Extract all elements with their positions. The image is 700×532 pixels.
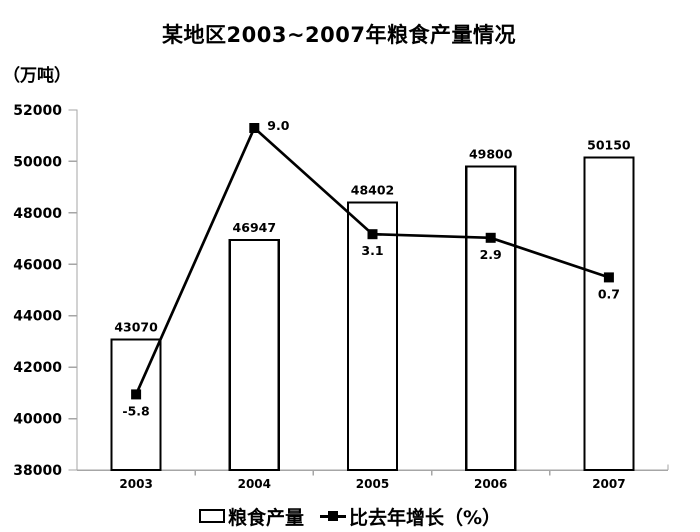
line-value-label-2004: 9.0 [267,118,289,133]
bar-2004 [228,238,280,472]
line-marker-2006 [485,232,496,243]
bar-2005 [346,201,399,472]
y-tick-label-40000: 40000 [13,412,62,428]
x-category-label-2004: 2004 [238,477,271,491]
y-tick-label-38000: 38000 [13,463,62,479]
bar-value-label-2007: 50150 [587,138,631,153]
line-marker-2004 [249,123,260,133]
line-marker-2003 [131,389,142,400]
legend-item-growth: 比去年增长（%） [319,503,502,530]
legend-label-grain-output: 粮食产量 [227,506,304,529]
line-marker-swatch-icon [319,511,346,521]
legend: 粮食产量 比去年增长（%） [0,501,700,531]
square-marker-icon [327,511,338,521]
y-tick-label-46000: 46000 [13,257,62,273]
line-value-label-2003: -5.8 [122,403,149,418]
x-category-label-2003: 2003 [119,477,152,491]
bar-value-label-2006: 49800 [469,147,513,162]
line-marker-2005 [367,229,378,240]
bar-value-label-2003: 43070 [114,320,158,335]
y-tick-label-42000: 42000 [13,360,62,376]
line-value-label-2005: 3.1 [361,243,383,258]
bar-2003 [110,338,162,472]
bar-value-label-2004: 46947 [233,220,277,235]
y-tick-label-48000: 48000 [13,206,62,222]
bar-swatch-icon [198,509,225,523]
line-value-label-2006: 2.9 [480,247,502,262]
line-marker-2007 [603,272,614,283]
x-category-label-2005: 2005 [356,477,389,491]
x-category-label-2006: 2006 [474,477,507,491]
y-axis-unit-label: （万吨） [3,66,71,86]
bar-2006 [465,165,517,472]
x-category-label-2007: 2007 [592,477,625,491]
chart-title: 某地区2003~2007年粮食产量情况 [162,23,516,47]
line-value-label-2007: 0.7 [598,286,620,301]
legend-label-growth: 比去年增长（%） [348,506,502,529]
legend-item-grain-output: 粮食产量 [198,503,304,530]
bar-value-label-2005: 48402 [351,183,395,198]
bar-2007 [583,156,635,472]
y-tick-label-52000: 52000 [13,103,62,119]
y-tick-label-44000: 44000 [13,309,62,325]
y-tick-label-50000: 50000 [13,154,62,170]
